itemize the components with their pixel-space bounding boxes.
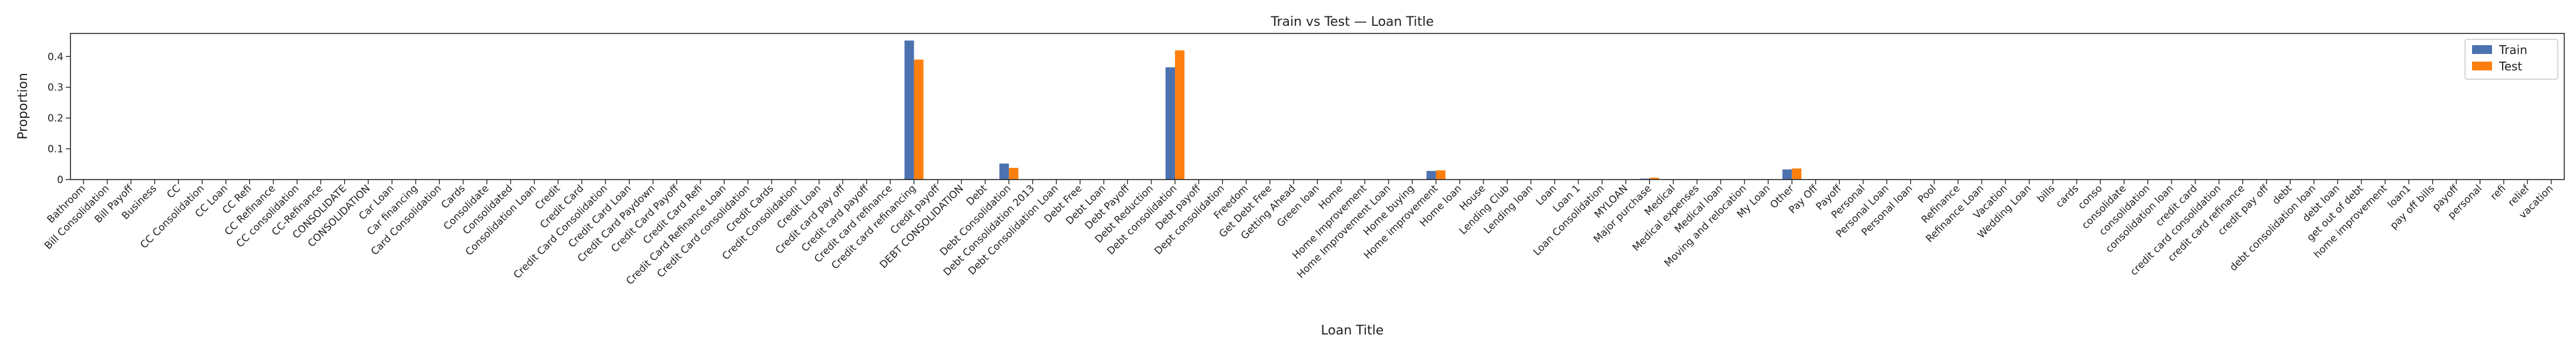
y-tick-label-1: 0.1	[48, 144, 63, 155]
bar-test-72	[1792, 168, 1801, 180]
legend-swatch-test	[2472, 62, 2492, 70]
bar-train-72	[1782, 169, 1792, 180]
x-axis-label: Loan Title	[1321, 323, 1384, 338]
bar-test-66	[1649, 177, 1659, 180]
bar-test-39	[1009, 168, 1019, 180]
bar-train-39	[999, 163, 1009, 180]
bar-train-35	[904, 40, 914, 180]
legend-label-test: Test	[2498, 59, 2523, 73]
bar-test-57	[1436, 170, 1446, 180]
y-tick-label-4: 0.4	[48, 51, 63, 63]
legend-label-train: Train	[2498, 43, 2527, 57]
bar-train-57	[1426, 171, 1436, 180]
bar-test-46	[1175, 50, 1185, 180]
y-tick-label-0: 0	[57, 174, 63, 186]
y-tick-label-2: 0.2	[48, 113, 63, 124]
bar-train-46	[1165, 67, 1176, 180]
chart-title: Train vs Test — Loan Title	[1270, 15, 1433, 29]
legend-swatch-train	[2472, 45, 2492, 54]
y-axis-label: Proportion	[16, 73, 31, 140]
bar-test-35	[914, 59, 924, 180]
y-tick-label-3: 0.3	[48, 82, 63, 94]
legend: Train Test	[2464, 39, 2558, 80]
